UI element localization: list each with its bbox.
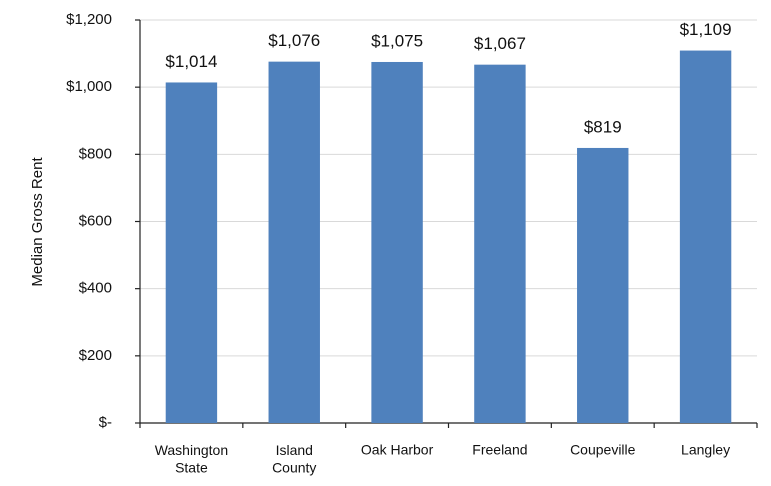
data-label: $1,076 [268,31,320,50]
bar [474,64,526,423]
y-tick-label: $800 [79,145,112,162]
y-tick-label: $- [99,414,112,431]
y-tick-label: $1,000 [66,78,112,95]
x-tick-label: Freeland [472,442,527,458]
y-tick-label: $1,200 [66,11,112,28]
y-tick-label: $400 [79,280,112,297]
data-label: $819 [584,117,622,136]
y-tick-label: $200 [79,347,112,364]
x-tick-label: Island County [272,442,316,476]
x-tick-label: Coupeville [570,442,636,458]
bar [679,50,732,424]
data-label: $1,067 [474,34,526,53]
y-axis-label: Median Gross Rent [29,157,46,287]
data-label: $1,075 [371,31,423,50]
data-label: $1,014 [165,52,217,71]
y-tick-label: $600 [79,212,112,229]
bar [371,61,423,424]
x-tick-label: Washington State [155,442,228,476]
bar [165,82,218,423]
bar [577,147,629,423]
data-label: $1,109 [680,20,732,39]
bar [268,61,320,423]
x-tick-label: Langley [681,442,730,458]
x-tick-label: Oak Harbor [361,442,434,458]
